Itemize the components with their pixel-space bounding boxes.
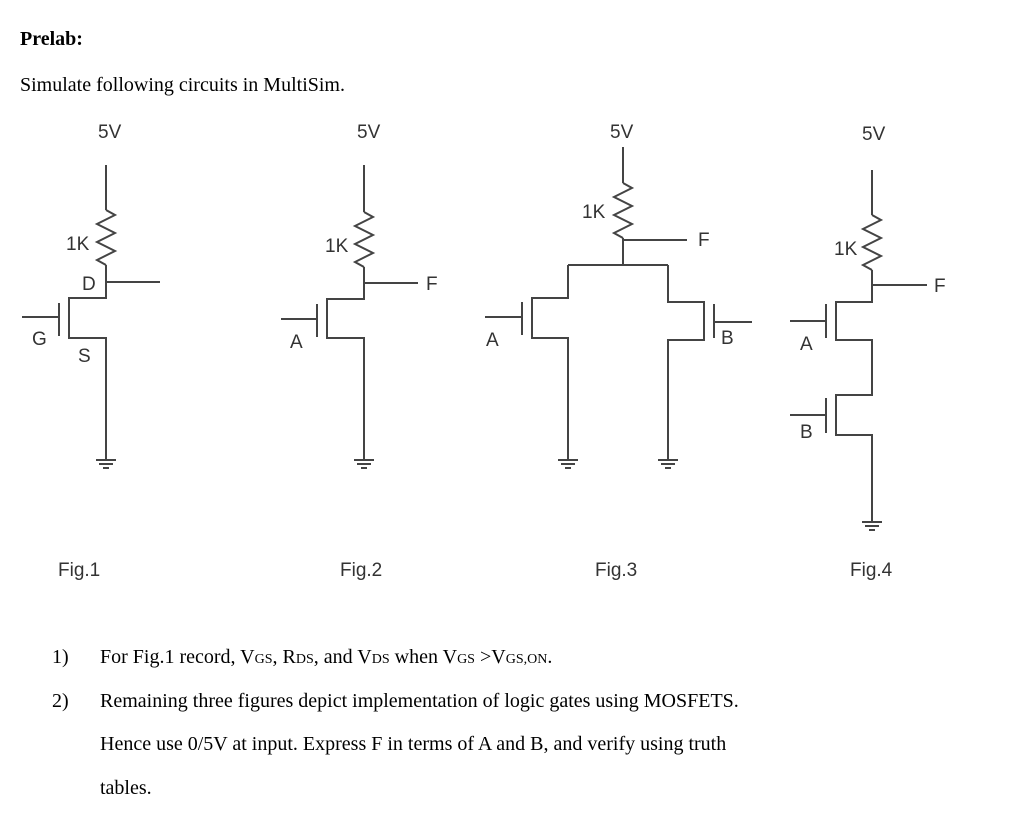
supply-label: 5V xyxy=(357,122,381,143)
question-2-line-3: tables. xyxy=(100,777,152,799)
subscript: GS,ON xyxy=(505,652,548,667)
subscript: GS xyxy=(457,652,475,667)
mosfet xyxy=(281,267,418,460)
subscript: DS xyxy=(371,652,390,667)
supply-label: 5V xyxy=(862,124,886,145)
resistor xyxy=(94,209,118,266)
output-label: F xyxy=(934,276,946,297)
text: when V xyxy=(389,646,458,668)
figure-2-circuit: 5V 1K F A Fig.2 xyxy=(281,122,438,581)
supply-label: 5V xyxy=(610,122,634,143)
ground-icon xyxy=(862,521,882,531)
text: . xyxy=(547,646,553,668)
resistor-label: 1K xyxy=(66,234,90,255)
item-number: 1) xyxy=(52,646,69,668)
figure-caption: Fig.3 xyxy=(595,560,637,581)
text: For Fig.1 record, V xyxy=(100,646,255,668)
mosfet xyxy=(22,265,160,460)
subscript: DS xyxy=(295,652,314,667)
text: >V xyxy=(474,646,506,668)
resistor xyxy=(860,214,884,271)
prelab-heading: Prelab: xyxy=(20,28,83,50)
mosfet-pair xyxy=(485,238,752,460)
text: , R xyxy=(272,646,296,668)
input-a-label: A xyxy=(486,330,499,351)
intro-text: Simulate following circuits in MultiSim. xyxy=(20,74,345,96)
input-a-label: A xyxy=(800,334,813,355)
mosfet-series xyxy=(790,270,927,522)
item-number: 2) xyxy=(52,690,69,712)
resistor xyxy=(352,211,376,268)
supply-label: 5V xyxy=(98,122,122,143)
subscript: GS xyxy=(254,652,273,667)
resistor-label: 1K xyxy=(582,202,606,223)
question-2-line-2: Hence use 0/5V at input. Express F in te… xyxy=(100,733,727,755)
output-label: F xyxy=(698,230,710,251)
text: Remaining three figures depict implement… xyxy=(100,690,739,712)
ground-icon xyxy=(96,459,116,469)
figure-4-circuit: 5V 1K F A B Fig.4 xyxy=(790,124,946,581)
source-label: S xyxy=(78,346,91,367)
resistor-label: 1K xyxy=(834,239,858,260)
figure-3-circuit: 5V 1K F A B Fig.3 xyxy=(485,122,752,581)
ground-icon xyxy=(354,459,374,469)
input-a-label: A xyxy=(290,332,303,353)
resistor xyxy=(611,182,635,239)
gate-label: G xyxy=(32,329,47,350)
figure-caption: Fig.1 xyxy=(58,560,100,581)
input-b-label: B xyxy=(800,422,813,443)
input-b-label: B xyxy=(721,328,734,349)
resistor-label: 1K xyxy=(325,236,349,257)
ground-icon xyxy=(558,459,678,469)
figure-1-circuit: 5V 1K D G S Fig.1 xyxy=(22,122,160,581)
text: , and V xyxy=(313,646,372,668)
question-1: 1) For Fig.1 record, VGS, RDS, and VDS wh… xyxy=(52,646,552,669)
figure-caption: Fig.4 xyxy=(850,560,893,581)
figure-caption: Fig.2 xyxy=(340,560,382,581)
drain-label: D xyxy=(82,274,96,295)
output-label: F xyxy=(426,274,438,295)
question-2: 2) Remaining three figures depict impleme… xyxy=(52,690,739,713)
